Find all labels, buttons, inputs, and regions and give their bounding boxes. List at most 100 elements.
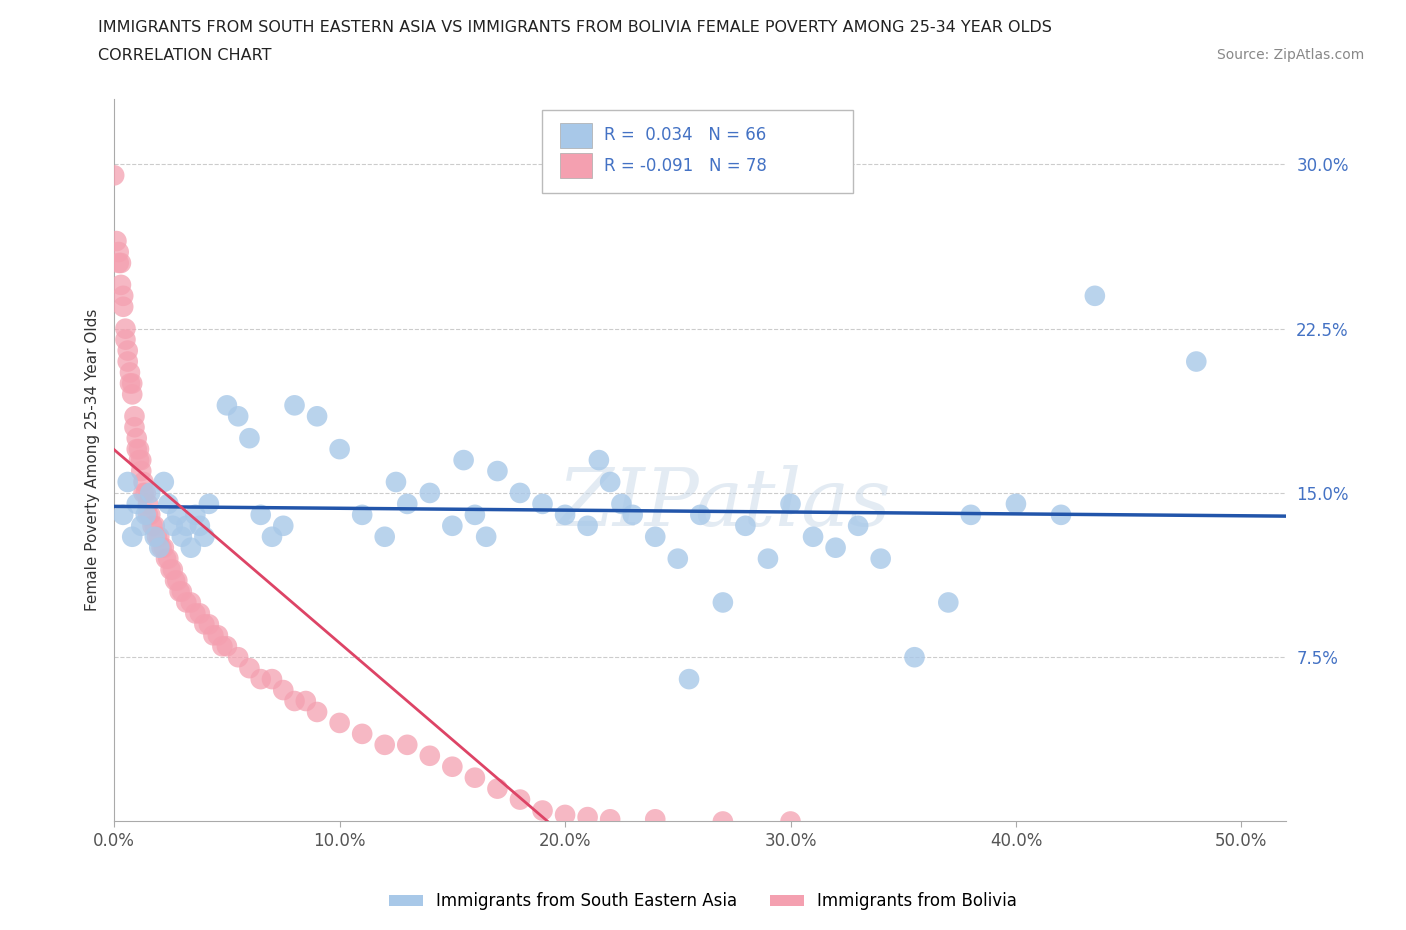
Point (215, 639, 238, 654)
Point (121, 529, 143, 544)
Point (166, 573, 188, 588)
Point (419, 749, 441, 764)
Point (188, 518, 211, 533)
Point (260, 529, 283, 544)
Point (249, 508, 271, 523)
Point (184, 606, 207, 621)
Point (846, 518, 869, 533)
Point (143, 518, 166, 533)
Point (148, 540, 170, 555)
Point (114, 332, 136, 347)
Point (165, 573, 187, 588)
Point (170, 529, 193, 544)
Point (180, 595, 202, 610)
Point (621, 508, 644, 523)
Point (238, 431, 260, 445)
Point (169, 584, 191, 599)
Point (211, 639, 233, 654)
Point (180, 540, 202, 555)
Point (419, 485, 441, 500)
Point (260, 671, 283, 686)
Text: R =  0.034   N = 66: R = 0.034 N = 66 (605, 126, 766, 144)
Text: CORRELATION CHART: CORRELATION CHART (98, 48, 271, 63)
Point (352, 726, 374, 741)
Point (107, 245, 129, 259)
Point (118, 376, 141, 391)
Point (105, 233, 128, 248)
Point (125, 497, 148, 512)
Point (132, 485, 155, 500)
Point (610, 497, 633, 512)
Point (129, 463, 152, 478)
Point (238, 660, 260, 675)
Text: R = -0.091   N = 78: R = -0.091 N = 78 (605, 156, 768, 175)
FancyBboxPatch shape (560, 153, 592, 179)
Point (162, 518, 184, 533)
Point (170, 584, 193, 599)
Point (554, 508, 576, 523)
Legend: Immigrants from South Eastern Asia, Immigrants from Bolivia: Immigrants from South Eastern Asia, Immi… (382, 885, 1024, 917)
Point (824, 540, 846, 555)
Point (124, 409, 146, 424)
Point (176, 595, 198, 610)
Point (396, 497, 419, 512)
Point (132, 474, 155, 489)
Point (128, 442, 150, 457)
Point (103, 168, 125, 183)
Point (644, 812, 666, 827)
Point (143, 529, 166, 544)
Point (599, 812, 621, 827)
Point (352, 508, 374, 523)
Point (146, 529, 169, 544)
Point (159, 562, 181, 577)
Point (441, 759, 464, 774)
Point (283, 694, 305, 709)
Point (486, 781, 509, 796)
Point (157, 551, 180, 566)
Point (576, 810, 599, 825)
Point (779, 814, 801, 829)
Point (136, 497, 159, 512)
Point (599, 474, 621, 489)
Point (207, 628, 229, 643)
Text: IMMIGRANTS FROM SOUTH EASTERN ASIA VS IMMIGRANTS FROM BOLIVIA FEMALE POVERTY AMO: IMMIGRANTS FROM SOUTH EASTERN ASIA VS IM… (98, 20, 1052, 35)
Point (588, 453, 610, 468)
Point (374, 737, 396, 752)
Point (135, 485, 157, 500)
Point (193, 529, 215, 544)
Point (464, 770, 486, 785)
Point (271, 518, 294, 533)
Point (150, 540, 173, 555)
Point (307, 705, 329, 720)
Point (110, 256, 132, 271)
Point (486, 463, 509, 478)
Point (295, 694, 318, 709)
Point (121, 376, 143, 391)
Point (453, 453, 475, 468)
Point (329, 715, 352, 730)
Point (117, 474, 139, 489)
Point (125, 442, 148, 457)
Point (1185, 354, 1208, 369)
Point (396, 737, 419, 752)
Point (734, 518, 756, 533)
Point (112, 288, 135, 303)
Point (960, 508, 983, 523)
Point (112, 299, 135, 314)
Point (198, 497, 221, 512)
Point (117, 354, 139, 369)
Point (184, 508, 207, 523)
Point (307, 409, 329, 424)
Point (509, 485, 531, 500)
Point (903, 650, 925, 665)
Text: Source: ZipAtlas.com: Source: ZipAtlas.com (1216, 48, 1364, 62)
Point (155, 551, 177, 566)
Point (129, 518, 152, 533)
Point (711, 595, 734, 610)
Point (869, 551, 891, 566)
Point (475, 529, 498, 544)
Point (215, 398, 238, 413)
Point (249, 671, 271, 686)
Point (666, 551, 689, 566)
Point (152, 474, 174, 489)
